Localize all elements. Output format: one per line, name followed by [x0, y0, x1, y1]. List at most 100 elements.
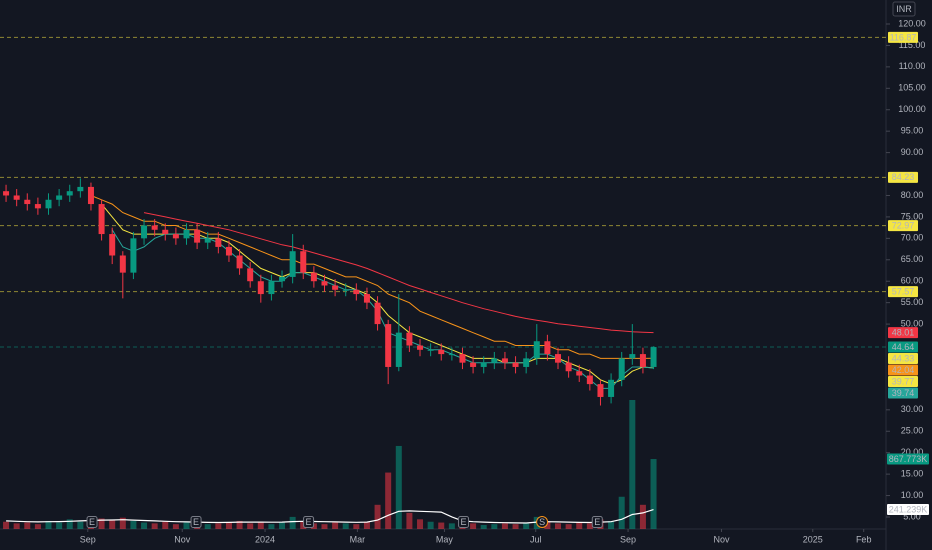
candle-body: [247, 268, 254, 282]
volume-bar: [98, 518, 105, 529]
y-tick-label: 80.00: [901, 190, 924, 200]
x-tick-label: 2024: [255, 534, 275, 544]
volume-bar: [109, 520, 116, 529]
candle-body: [576, 371, 583, 376]
volume-bar: [363, 521, 370, 529]
candle-body: [24, 199, 31, 205]
price-label: 72.97: [892, 220, 915, 230]
candle-body: [363, 294, 370, 303]
price-label: 84.23: [892, 172, 915, 182]
candle-body: [342, 289, 349, 291]
volume-bar: [342, 523, 349, 529]
volume-bar: [353, 524, 360, 529]
candle-body: [34, 204, 41, 209]
volume-bar: [427, 521, 434, 529]
volume-label: 241.239K: [889, 504, 928, 514]
candle-body: [459, 354, 466, 363]
y-tick-label: 65.00: [901, 254, 924, 264]
volume-bar: [374, 504, 381, 529]
y-tick-label: 55.00: [901, 297, 924, 307]
price-label-box: [888, 376, 918, 388]
volume-bar: [448, 523, 455, 529]
volume-bar: [629, 400, 636, 529]
price-label-box: [888, 220, 918, 232]
candle-body: [151, 225, 158, 230]
volume-bar: [236, 520, 243, 529]
volume-bar: [204, 524, 211, 529]
price-label-box: [888, 31, 918, 43]
candle-body: [501, 358, 508, 363]
x-tick-label: Feb: [856, 534, 872, 544]
price-label: 39.77: [892, 376, 915, 386]
price-label-box: [888, 327, 918, 339]
event-badge: [536, 516, 549, 528]
candle-body: [141, 225, 148, 239]
volume-bar: [523, 523, 530, 529]
price-label: 57.57: [892, 287, 915, 297]
candle-body: [225, 246, 232, 256]
x-tick-label: 2025: [803, 534, 823, 544]
y-tick-label: 70.00: [901, 233, 924, 243]
candle-body: [470, 362, 477, 367]
event-badge: [591, 516, 603, 528]
volume-bar: [119, 517, 126, 529]
volume-bar: [608, 520, 615, 529]
y-tick-label: 10.00: [901, 490, 924, 500]
candle-body: [555, 354, 562, 363]
moving-average: [90, 195, 654, 359]
price-label: 116.87: [890, 32, 917, 42]
volume-bar: [34, 524, 41, 529]
volume-bar: [321, 524, 328, 529]
candle-body: [130, 238, 137, 273]
volume-bar: [406, 512, 413, 529]
event-badge: [190, 516, 202, 528]
candle-body: [650, 347, 657, 367]
volume-bar: [480, 524, 487, 529]
candle-body: [66, 191, 73, 196]
moving-average: [143, 212, 654, 334]
candle-body: [448, 354, 455, 356]
candle-body: [87, 186, 94, 205]
event-label: E: [89, 517, 95, 527]
event-marker: E: [190, 516, 202, 528]
candle-body: [608, 379, 615, 397]
price-label-box: [888, 387, 918, 399]
volume-bar: [565, 524, 572, 529]
y-tick-label: 15.00: [901, 468, 924, 478]
volume-bar: [13, 523, 20, 529]
candle-body: [289, 251, 296, 277]
volume-bar: [162, 521, 169, 529]
candle-body: [119, 255, 126, 273]
moving-average: [111, 229, 654, 389]
candle-body: [417, 345, 424, 350]
candle-body: [385, 324, 392, 367]
candle-body: [215, 238, 222, 247]
candle-body: [618, 358, 625, 380]
price-label: 39.74: [892, 388, 915, 398]
volume-bar: [385, 472, 392, 529]
candle-body: [491, 358, 498, 363]
candle-body: [332, 285, 339, 290]
price-label: 48.01: [892, 327, 915, 337]
price-label: 44.33: [892, 353, 915, 363]
event-label: S: [539, 517, 545, 527]
volume-bar: [639, 504, 646, 529]
volume-bar: [332, 522, 339, 529]
candle-body: [268, 281, 275, 295]
price-label-box: [888, 364, 918, 376]
event-label: E: [594, 517, 600, 527]
event-marker: E: [86, 516, 98, 528]
volume-bar: [77, 521, 84, 529]
candle-body: [523, 358, 530, 367]
volume-bar: [470, 523, 477, 529]
candle-body: [374, 302, 381, 325]
y-tick-label: 25.00: [901, 426, 924, 436]
candle-body: [321, 281, 328, 286]
event-label: E: [461, 517, 467, 527]
event-marker: E: [591, 516, 603, 528]
candle-body: [77, 186, 84, 192]
candle-body: [56, 195, 63, 200]
volume-bar: [512, 524, 519, 529]
volume-bar: [24, 522, 31, 529]
